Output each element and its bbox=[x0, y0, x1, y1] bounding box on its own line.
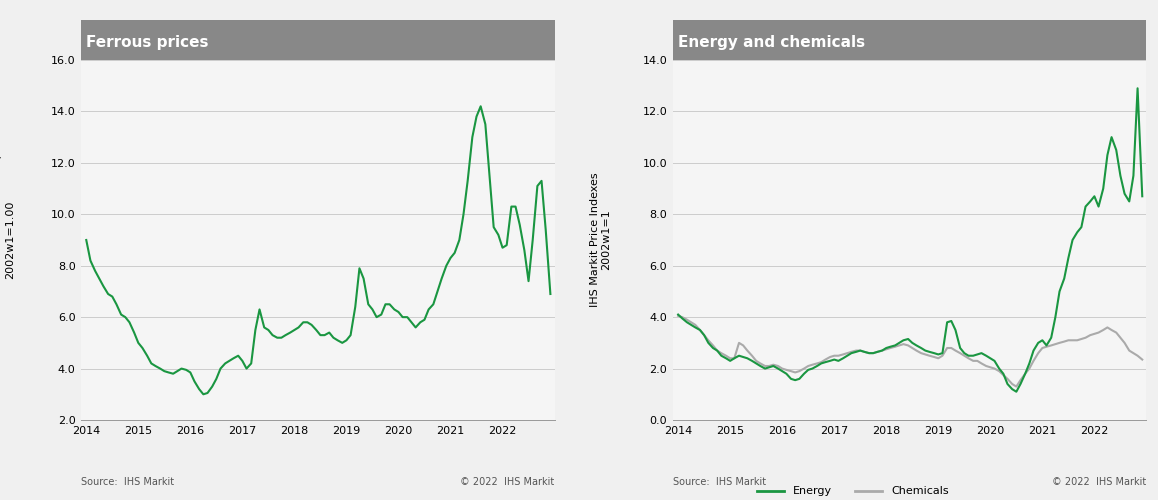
Text: Energy and chemicals: Energy and chemicals bbox=[677, 34, 865, 50]
Text: © 2022  IHS Markit: © 2022 IHS Markit bbox=[460, 477, 555, 487]
Legend: Energy, Chemicals: Energy, Chemicals bbox=[753, 482, 953, 500]
Text: Source:  IHS Markit: Source: IHS Markit bbox=[673, 477, 767, 487]
Text: Ferrous prices: Ferrous prices bbox=[86, 34, 208, 50]
Text: © 2022  IHS Markit: © 2022 IHS Markit bbox=[1053, 477, 1146, 487]
Y-axis label: IHS Markit Price Indexes
2002w1=1: IHS Markit Price Indexes 2002w1=1 bbox=[589, 172, 611, 308]
Y-axis label: IHS Markit Ferrous Price Index,
2002w1=1.00: IHS Markit Ferrous Price Index, 2002w1=1… bbox=[0, 155, 15, 325]
Text: Source:  IHS Markit: Source: IHS Markit bbox=[81, 477, 174, 487]
